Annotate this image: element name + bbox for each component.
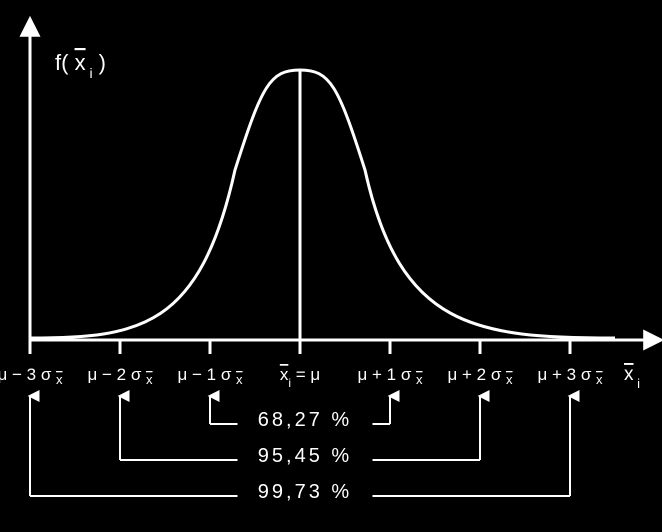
tick-label: μ + 1 σ x — [357, 365, 423, 387]
y-axis-label: f( x i ) — [55, 50, 106, 81]
x-axis-end-label: x i — [624, 364, 640, 391]
interval-label: 68,27 % — [258, 409, 352, 431]
tick-label: μ − 2 σ x — [87, 365, 153, 387]
interval-label: 95,45 % — [258, 445, 352, 467]
tick-label: xi = μ — [280, 365, 320, 390]
tick-label: μ + 3 σ x — [537, 365, 603, 387]
bell-curve — [30, 70, 615, 338]
normal-distribution-diagram: f( x i ) μ − 3 σ x μ − 2 σ x μ − 1 σ x xi = … — [0, 0, 662, 532]
interval-label: 99,73 % — [258, 481, 352, 503]
tick-label: μ − 1 σ x — [177, 365, 243, 387]
tick-label: μ + 2 σ x — [447, 365, 513, 387]
tick-label: μ − 3 σ x — [0, 365, 63, 387]
